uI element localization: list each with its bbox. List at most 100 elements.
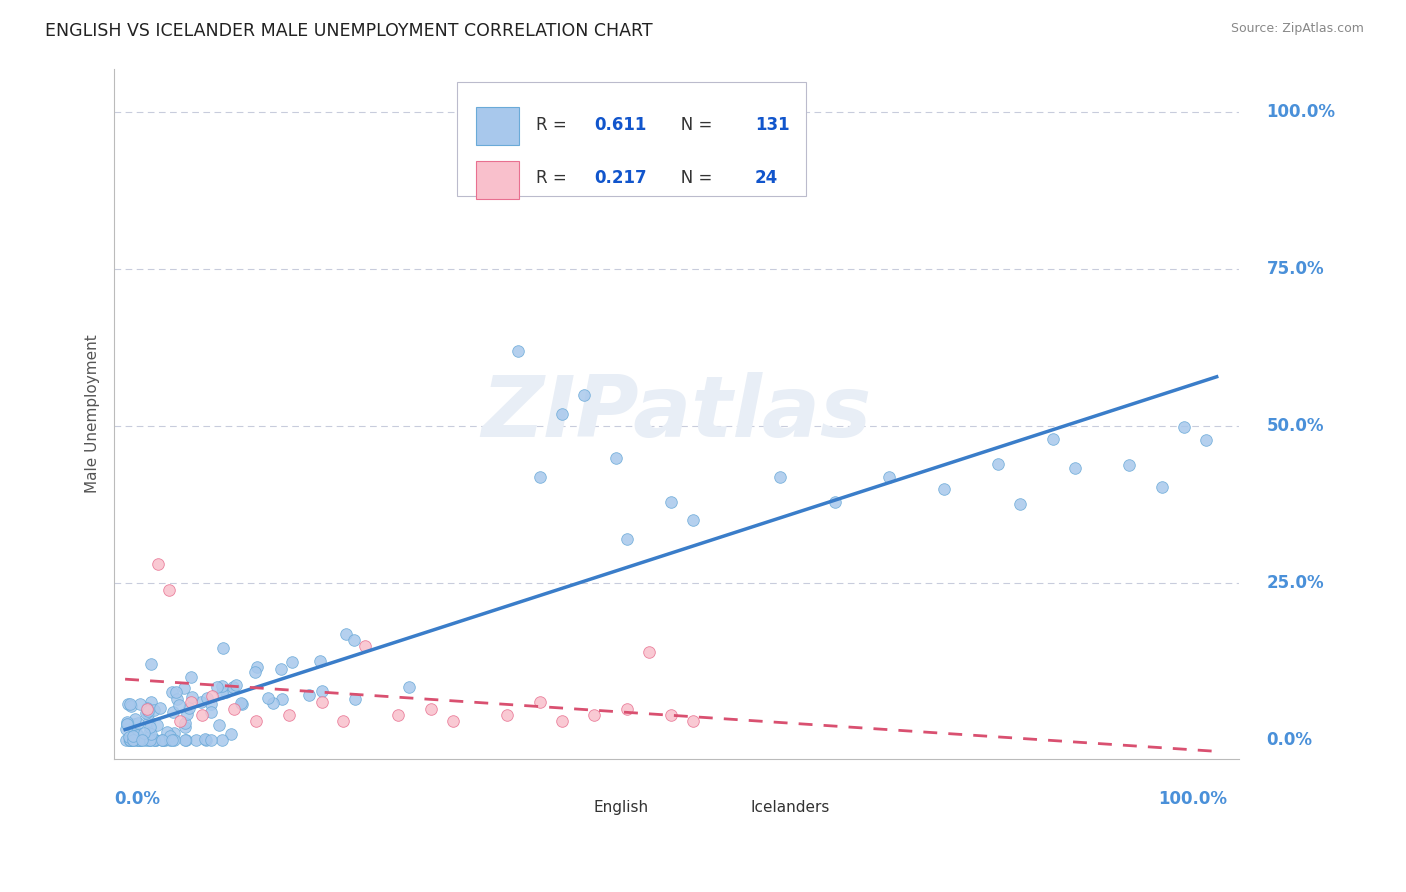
Point xyxy=(127,729,149,743)
FancyBboxPatch shape xyxy=(541,792,583,822)
Point xyxy=(138,732,160,747)
Text: Source: ZipAtlas.com: Source: ZipAtlas.com xyxy=(1230,22,1364,36)
Point xyxy=(551,714,574,729)
Text: 75.0%: 75.0% xyxy=(1267,260,1324,278)
Point xyxy=(139,726,162,740)
Text: Icelanders: Icelanders xyxy=(751,800,830,814)
Point xyxy=(231,697,253,711)
Text: R =: R = xyxy=(536,169,572,187)
Point xyxy=(125,732,148,747)
Point xyxy=(128,716,150,731)
Text: 0.0%: 0.0% xyxy=(114,790,160,808)
FancyBboxPatch shape xyxy=(457,82,806,196)
Point xyxy=(143,732,166,747)
Point xyxy=(120,697,142,711)
Point xyxy=(138,714,160,729)
Point xyxy=(194,731,217,746)
FancyBboxPatch shape xyxy=(699,792,741,822)
Point xyxy=(659,494,682,508)
Point xyxy=(117,698,139,712)
Point xyxy=(115,716,138,731)
Point xyxy=(166,692,188,706)
Point xyxy=(211,686,233,700)
Point xyxy=(174,720,197,734)
Point xyxy=(877,469,900,483)
Point xyxy=(343,692,366,706)
Point xyxy=(139,720,162,734)
Point xyxy=(134,732,156,747)
Point xyxy=(496,708,519,723)
Point xyxy=(682,513,704,527)
Point xyxy=(194,732,217,747)
Point xyxy=(987,457,1010,471)
Point xyxy=(117,717,139,731)
Point xyxy=(146,558,169,572)
Point xyxy=(146,718,169,732)
Point xyxy=(270,662,292,676)
Point xyxy=(118,730,141,744)
Point xyxy=(1042,432,1064,446)
Point xyxy=(1152,480,1174,494)
Point xyxy=(138,732,160,747)
Point xyxy=(190,708,212,723)
Point xyxy=(200,697,222,711)
Point xyxy=(131,732,153,747)
Point xyxy=(169,714,191,729)
Point xyxy=(311,696,333,710)
Point xyxy=(136,702,159,716)
Point xyxy=(163,725,186,739)
FancyBboxPatch shape xyxy=(477,107,519,145)
Point xyxy=(207,680,229,694)
Point xyxy=(156,724,179,739)
Point xyxy=(281,655,304,669)
Point xyxy=(149,701,172,715)
Point xyxy=(932,482,955,496)
Point xyxy=(117,716,139,731)
Point xyxy=(311,683,333,698)
Text: ENGLISH VS ICELANDER MALE UNEMPLOYMENT CORRELATION CHART: ENGLISH VS ICELANDER MALE UNEMPLOYMENT C… xyxy=(45,22,652,40)
Point xyxy=(115,714,138,729)
Point xyxy=(271,692,294,706)
Point xyxy=(583,708,606,723)
Point xyxy=(354,639,377,653)
Point xyxy=(1195,433,1218,447)
Point xyxy=(180,670,202,684)
Point xyxy=(157,582,180,597)
Text: 100.0%: 100.0% xyxy=(1267,103,1336,121)
Point xyxy=(162,685,184,699)
Point xyxy=(195,691,218,706)
Point xyxy=(143,703,166,717)
Point xyxy=(208,717,231,731)
Point xyxy=(638,645,661,659)
Point xyxy=(152,732,174,747)
Point xyxy=(129,732,152,747)
Point xyxy=(605,450,627,465)
Point xyxy=(127,732,149,747)
Point xyxy=(136,707,159,722)
Point xyxy=(150,732,173,747)
Point xyxy=(190,695,212,709)
Text: ZIPatlas: ZIPatlas xyxy=(481,372,872,455)
Point xyxy=(398,680,420,694)
Point xyxy=(616,702,638,716)
Point xyxy=(332,714,354,729)
Text: English: English xyxy=(593,800,648,814)
Point xyxy=(219,726,242,740)
Point xyxy=(167,698,190,713)
Point xyxy=(162,732,184,747)
Point xyxy=(1118,458,1140,472)
Point xyxy=(225,678,247,692)
Point xyxy=(124,712,146,726)
Point xyxy=(529,696,551,710)
Point xyxy=(201,690,224,704)
Point xyxy=(139,695,162,709)
Text: 24: 24 xyxy=(755,169,779,187)
Point xyxy=(121,732,143,747)
Point xyxy=(177,701,200,715)
Point xyxy=(1063,461,1085,475)
Point xyxy=(162,706,184,720)
Point xyxy=(824,494,846,508)
Text: R =: R = xyxy=(536,116,572,134)
Point xyxy=(200,732,222,747)
Text: 25.0%: 25.0% xyxy=(1267,574,1324,592)
